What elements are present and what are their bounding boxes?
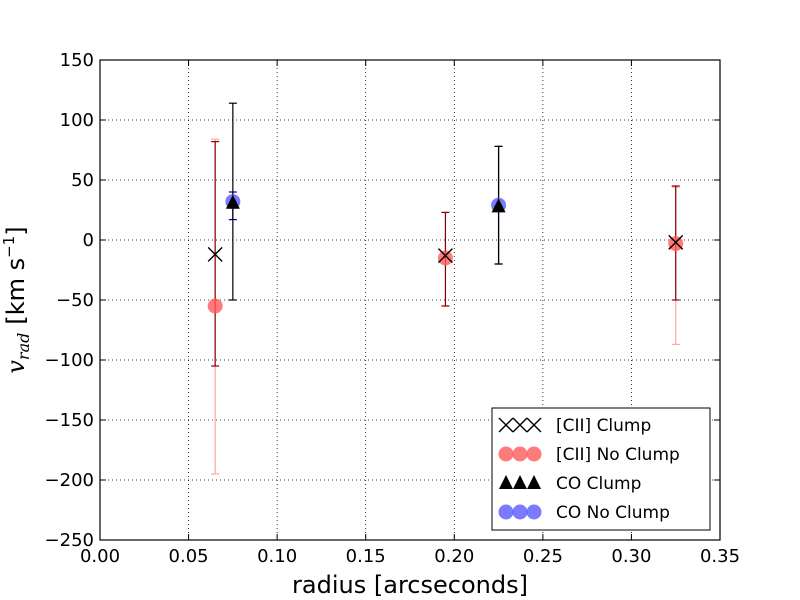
x-tick-label: 0.30: [611, 546, 651, 567]
legend-marker: [527, 475, 541, 489]
y-tick-label: 0: [83, 230, 94, 251]
y-axis-label: vrad [km s−1]: [0, 226, 33, 373]
x-tick-label: 0.05: [169, 546, 209, 567]
y-axis-label-exp: −1: [0, 236, 18, 258]
data-point: [437, 250, 453, 266]
legend-marker: [512, 417, 528, 433]
y-axis-label-sub: rad: [14, 333, 33, 360]
y-tick-label: −50: [56, 290, 94, 311]
y-axis-label-var: v: [2, 360, 30, 374]
x-tick-label: 0.20: [434, 546, 474, 567]
legend-marker: [498, 504, 514, 520]
legend-marker: [526, 417, 542, 433]
legend-marker: [526, 504, 542, 520]
legend-label: [CII] Clump: [556, 416, 651, 436]
data-point: [437, 248, 453, 264]
legend: [CII] Clump [CII] No Clump CO Clump CO No C…: [491, 407, 711, 531]
legend-marker-stroke: [498, 417, 514, 433]
legend-marker-stroke: [526, 417, 542, 433]
y-tick-label: −150: [45, 410, 94, 431]
legend-label: CO Clump: [556, 474, 641, 494]
x-tick-label: 0.15: [346, 546, 386, 567]
data-point: [207, 298, 223, 314]
y-tick-label: −250: [45, 530, 94, 551]
x-tick-label: 0.25: [523, 546, 563, 567]
legend-marker: [512, 504, 528, 520]
legend-label: [CII] No Clump: [556, 445, 680, 465]
data-point-stroke: [437, 248, 453, 264]
y-tick-label: −100: [45, 350, 94, 371]
legend-marker: [498, 417, 514, 433]
data-layer: [207, 102, 684, 475]
y-axis-label-unit: [km s: [2, 258, 30, 325]
data-point: [668, 234, 684, 250]
legend-marker: [526, 446, 542, 462]
y-tick-label: −200: [45, 470, 94, 491]
x-tick-label: 0.10: [257, 546, 297, 567]
legend-marker: [512, 446, 528, 462]
data-point: [207, 246, 223, 262]
x-tick-label: 0.35: [700, 546, 740, 567]
data-point-stroke: [668, 234, 684, 250]
x-axis-label: radius [arcseconds]: [292, 571, 528, 599]
y-tick-label: 50: [71, 170, 94, 191]
legend-marker: [513, 475, 527, 489]
data-point-stroke: [207, 246, 223, 262]
legend-marker: [498, 446, 514, 462]
data-point: [225, 194, 240, 209]
data-point: [491, 198, 506, 213]
y-tick-label: 150: [60, 50, 94, 71]
data-point: [668, 236, 684, 252]
x-tick-label: 0.00: [80, 546, 120, 567]
y-tick-label: 100: [60, 110, 94, 131]
legend-box: [491, 407, 711, 531]
legend-label: CO No Clump: [556, 503, 670, 523]
y-axis-label-close: ]: [2, 226, 30, 235]
legend-marker: [499, 475, 513, 489]
legend-marker-stroke: [512, 417, 528, 433]
ticks: 0.00 0.05 0.10 0.15 0.20 0.25 0.30 0.35 −250 −200…: [45, 50, 740, 567]
